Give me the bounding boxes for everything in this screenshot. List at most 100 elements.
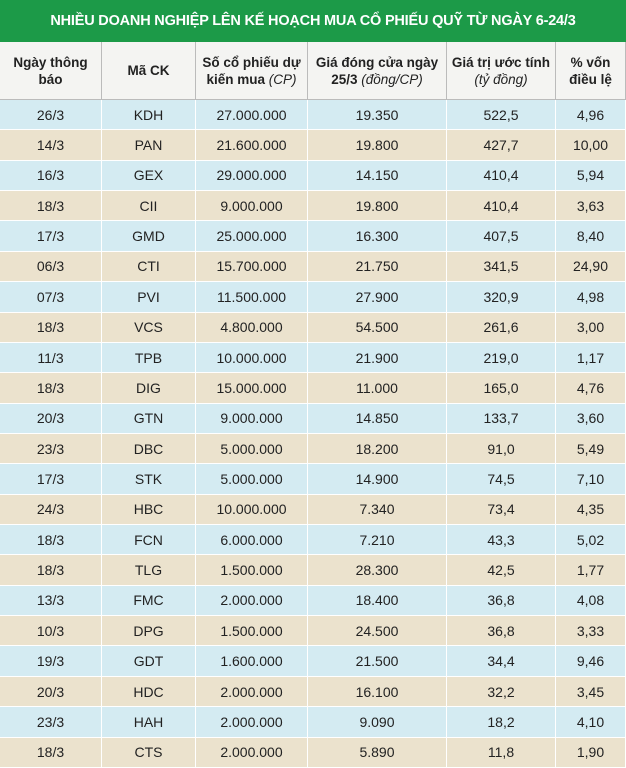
table-cell: 9,46: [556, 646, 626, 677]
table-cell: 407,5: [447, 221, 556, 252]
header-text: % vốn điều lệ: [560, 54, 621, 88]
header-text: Số cổ phiếu dự kiến mua (CP): [200, 54, 303, 88]
table-cell: FMC: [102, 585, 196, 617]
header-label: Mã CK: [127, 63, 170, 78]
table-cell: 14.850: [308, 403, 447, 434]
table-cell: VCS: [102, 312, 196, 343]
table-cell: 3,60: [556, 403, 626, 434]
table-cell: 410,4: [447, 191, 556, 222]
table-cell: 1,77: [556, 555, 626, 586]
table-cell: 18/3: [0, 555, 102, 586]
table-cell: 17/3: [0, 221, 102, 252]
table-cell: 3,63: [556, 191, 626, 222]
table-cell: 21.750: [308, 251, 447, 283]
header-cell: Số cổ phiếu dự kiến mua (CP): [196, 42, 308, 100]
table-cell: 5.000.000: [196, 464, 308, 495]
table-cell: 3,45: [556, 676, 626, 708]
table-cell: CTI: [102, 251, 196, 283]
table-cell: 427,7: [447, 130, 556, 161]
table-cell: 18.200: [308, 433, 447, 465]
table-cell: 21.600.000: [196, 130, 308, 161]
table-cell: 3,00: [556, 312, 626, 343]
table-cell: GEX: [102, 160, 196, 192]
table-cell: 14/3: [0, 130, 102, 161]
table-cell: 17/3: [0, 464, 102, 495]
table-cell: 10/3: [0, 616, 102, 647]
table-cell: 7.210: [308, 525, 447, 556]
table-cell: 1.500.000: [196, 555, 308, 586]
table-cell: FCN: [102, 525, 196, 556]
table-cell: 23/3: [0, 433, 102, 465]
table-cell: 18/3: [0, 312, 102, 343]
table-cell: 36,8: [447, 585, 556, 617]
table-cell: 5.000.000: [196, 433, 308, 465]
table-cell: 4,96: [556, 100, 626, 131]
table-cell: 42,5: [447, 555, 556, 586]
header-text: Ngày thông báo: [4, 54, 97, 88]
header-cell: Ngày thông báo: [0, 42, 102, 100]
table-cell: 74,5: [447, 464, 556, 495]
table-cell: 16/3: [0, 160, 102, 192]
table-cell: 11.000: [308, 373, 447, 404]
table-cell: 91,0: [447, 433, 556, 465]
table-cell: 1.600.000: [196, 646, 308, 677]
table-cell: 11,8: [447, 737, 556, 768]
table-cell: 11/3: [0, 342, 102, 374]
table-cell: DBC: [102, 433, 196, 465]
table-cell: 27.000.000: [196, 100, 308, 131]
table-cell: 10,00: [556, 130, 626, 161]
header-label: Giá đóng cửa ngày 25/3: [315, 54, 439, 87]
table-cell: 4,35: [556, 494, 626, 526]
table-cell: 5,02: [556, 525, 626, 556]
table-cell: 21.900: [308, 342, 447, 374]
table-cell: 4,08: [556, 585, 626, 617]
table-cell: 20/3: [0, 676, 102, 708]
header-unit: (đồng/CP): [361, 71, 423, 87]
table-cell: 1.500.000: [196, 616, 308, 647]
table-title: NHIỀU DOANH NGHIỆP LÊN KẾ HOẠCH MUA CỔ P…: [0, 0, 626, 42]
table-cell: 9.000.000: [196, 403, 308, 434]
table-cell: 7,10: [556, 464, 626, 495]
table-cell: 43,3: [447, 525, 556, 556]
table-cell: 15.700.000: [196, 251, 308, 283]
table-cell: 24/3: [0, 494, 102, 526]
table-cell: DIG: [102, 373, 196, 404]
table-cell: GDT: [102, 646, 196, 677]
table-cell: 19.800: [308, 191, 447, 222]
header-cell: Mã CK: [102, 42, 196, 100]
table-cell: 28.300: [308, 555, 447, 586]
header-label: Số cổ phiếu dự kiến mua: [202, 54, 301, 87]
table-cell: PAN: [102, 130, 196, 161]
table-cell: 8,40: [556, 221, 626, 252]
table-cell: 16.300: [308, 221, 447, 252]
table-cell: 133,7: [447, 403, 556, 434]
table-cell: 2.000.000: [196, 737, 308, 768]
table-cell: 5,94: [556, 160, 626, 192]
table-cell: 320,9: [447, 282, 556, 313]
table-cell: 34,4: [447, 646, 556, 677]
table-cell: 11.500.000: [196, 282, 308, 313]
table-cell: 27.900: [308, 282, 447, 313]
table-cell: 3,33: [556, 616, 626, 647]
table-cell: 15.000.000: [196, 373, 308, 404]
table-cell: 7.340: [308, 494, 447, 526]
table-cell: 4,10: [556, 707, 626, 738]
table-cell: 165,0: [447, 373, 556, 404]
table-cell: 32,2: [447, 676, 556, 708]
table-cell: 522,5: [447, 100, 556, 131]
table-cell: 2.000.000: [196, 585, 308, 617]
table-cell: 18.400: [308, 585, 447, 617]
table-cell: STK: [102, 464, 196, 495]
table-cell: 18/3: [0, 191, 102, 222]
table-cell: 24.500: [308, 616, 447, 647]
table-cell: 06/3: [0, 251, 102, 283]
table-cell: 410,4: [447, 160, 556, 192]
table-cell: 14.900: [308, 464, 447, 495]
table-cell: 5.890: [308, 737, 447, 768]
header-label: % vốn điều lệ: [569, 54, 612, 87]
table-cell: HDC: [102, 676, 196, 708]
table-cell: GTN: [102, 403, 196, 434]
header-text: Giá trị ước tính (tỷ đồng): [451, 54, 551, 88]
data-table: Ngày thông báo Mã CK Số cổ phiếu dự kiến m…: [0, 42, 626, 768]
